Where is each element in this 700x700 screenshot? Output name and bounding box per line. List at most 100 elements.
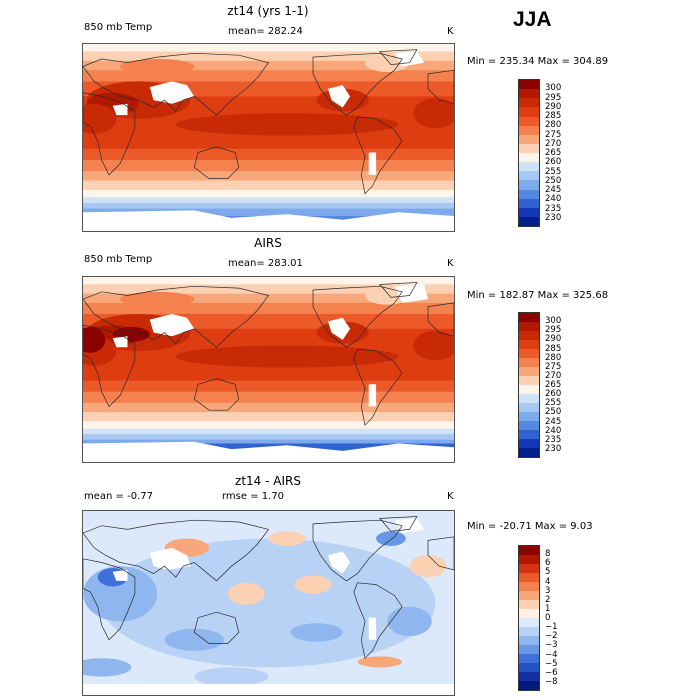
colorbar-swatch	[519, 663, 539, 672]
colorbar-swatch	[519, 98, 539, 108]
colorbar-tick-label: 275	[545, 129, 562, 140]
colorbar-tick-label: 245	[545, 416, 562, 427]
colorbar-swatch	[519, 349, 539, 358]
colorbar-tick-label: 270	[545, 138, 562, 149]
colorbar-swatch	[519, 448, 539, 457]
colorbar-swatch	[519, 430, 539, 439]
colorbar-tick-label: −6	[545, 667, 558, 678]
colorbar-tick-label: 230	[545, 443, 562, 454]
colorbar-tick-label: 3	[545, 585, 551, 596]
colorbar-swatch	[519, 367, 539, 376]
colorbar-tick-label: 1	[545, 603, 551, 614]
variable-label: 850 mb Temp	[84, 254, 153, 265]
colorbar-swatch	[519, 143, 539, 153]
colorbar-tick-label: 250	[545, 175, 562, 186]
colorbar-tick-label: 300	[545, 83, 562, 94]
colorbar	[518, 312, 540, 458]
colorbar-swatch	[519, 421, 539, 430]
colorbar-swatch	[519, 609, 539, 618]
colorbar-tick-label: 6	[545, 558, 551, 569]
colorbar-tick-label: 235	[545, 203, 562, 214]
panel-title: AIRS	[254, 236, 282, 250]
colorbar-tick-label: 295	[545, 325, 562, 336]
minmax-label: Min = 182.87 Max = 325.68	[467, 290, 609, 301]
colorbar-tick-label: 250	[545, 407, 562, 418]
colorbar-swatch	[519, 171, 539, 181]
colorbar-tick-label: 265	[545, 148, 562, 158]
colorbar-swatch	[519, 555, 539, 564]
map-panel-model	[82, 43, 455, 232]
colorbar-swatch	[519, 134, 539, 144]
colorbar-tick-label: 230	[545, 212, 562, 223]
colorbar-swatch	[519, 645, 539, 654]
colorbar-swatch	[519, 180, 539, 190]
colorbar-swatch	[519, 546, 539, 555]
colorbar-tick-label: 8	[545, 549, 551, 560]
colorbar-swatch	[519, 189, 539, 199]
colorbar-tick-label: 285	[545, 111, 562, 121]
colorbar-tick-label: 240	[545, 425, 562, 436]
colorbar-tick-label: −1	[545, 622, 558, 633]
colorbar-swatch	[519, 654, 539, 663]
colorbar-tick-label: 260	[545, 389, 562, 400]
mean-label: mean= 282.24	[228, 26, 303, 37]
colorbar-tick-label: −4	[545, 649, 558, 660]
units-label: K	[447, 26, 454, 37]
colorbar-tick-label: −2	[545, 631, 558, 642]
colorbar-swatch	[519, 591, 539, 600]
map-panel-difference	[82, 510, 455, 696]
colorbar-tick-label: 285	[545, 343, 562, 354]
colorbar-tick-label: 245	[545, 185, 562, 195]
colorbar-tick-label: 290	[545, 101, 562, 112]
colorbar-swatch	[519, 681, 539, 690]
colorbar-tick-label: 0	[545, 613, 551, 623]
colorbar-swatch	[519, 627, 539, 636]
temperature-field-map	[83, 44, 454, 231]
colorbar-tick-label: 5	[545, 567, 551, 578]
colorbar-swatch	[519, 331, 539, 340]
colorbar-tick-label: 235	[545, 434, 562, 445]
map-panel-observations	[82, 276, 455, 463]
mean-label: mean = -0.77	[84, 491, 153, 502]
panel-title: zt14 (yrs 1-1)	[227, 4, 309, 18]
colorbar-tick-label: −8	[545, 676, 558, 687]
colorbar-swatch	[519, 573, 539, 582]
colorbar-swatch	[519, 403, 539, 412]
colorbar-tick-label: 275	[545, 361, 562, 372]
minmax-label: Min = -20.71 Max = 9.03	[467, 521, 593, 532]
minmax-label: Min = 235.34 Max = 304.89	[467, 56, 609, 67]
difference-field-map	[83, 511, 454, 695]
colorbar-tick-label: 295	[545, 92, 562, 103]
colorbar-tick-label: −3	[545, 640, 558, 651]
colorbar-tick-label: 2	[545, 594, 551, 605]
variable-label: 850 mb Temp	[84, 22, 153, 33]
colorbar-swatch	[519, 439, 539, 448]
units-label: K	[447, 491, 454, 502]
colorbar-swatch	[519, 340, 539, 349]
colorbar	[518, 79, 540, 227]
colorbar-swatch	[519, 153, 539, 163]
colorbar-swatch	[519, 636, 539, 645]
mean-label: mean= 283.01	[228, 258, 303, 269]
colorbar-swatch	[519, 672, 539, 681]
colorbar-swatch	[519, 89, 539, 99]
colorbar-tick-label: 260	[545, 157, 562, 168]
rmse-label: rmse = 1.70	[222, 491, 285, 502]
colorbar-swatch	[519, 618, 539, 627]
colorbar-tick-label: 290	[545, 334, 562, 345]
colorbar-swatch	[519, 80, 539, 90]
colorbar-swatch	[519, 412, 539, 421]
panel-title: zt14 - AIRS	[235, 474, 301, 488]
colorbar-tick-label: 265	[545, 380, 562, 390]
colorbar-swatch	[519, 376, 539, 385]
colorbar-swatch	[519, 394, 539, 403]
colorbar-tick-label: 270	[545, 370, 562, 381]
colorbar-swatch	[519, 198, 539, 208]
colorbar-swatch	[519, 207, 539, 217]
colorbar-swatch	[519, 385, 539, 394]
colorbar-tick-label: 280	[545, 352, 562, 363]
season-label: JJA	[513, 8, 552, 31]
colorbar-tick-label: −5	[545, 658, 558, 669]
colorbar-swatch	[519, 582, 539, 591]
colorbar-tick-label: 240	[545, 194, 562, 205]
